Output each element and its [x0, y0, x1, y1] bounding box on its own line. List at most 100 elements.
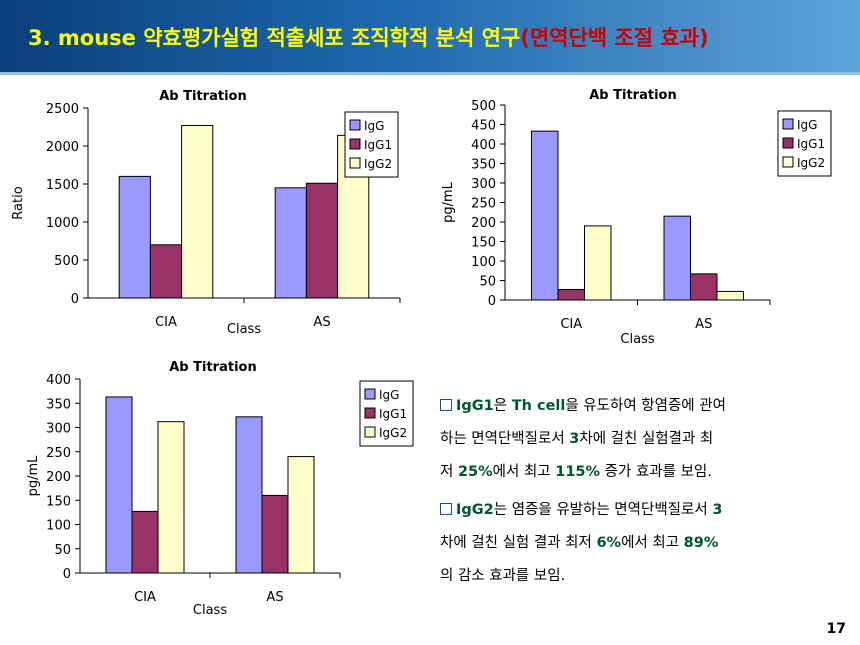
y-tick-label: 50 — [479, 275, 496, 290]
legend-label: IgG — [379, 388, 399, 402]
slide-title-paren: (면역단백 조절 효과) — [520, 26, 709, 50]
bullet-line: 하는 면역단백질로서 3차에 걸친 실험결과 최 — [440, 423, 840, 456]
y-tick-label: 200 — [46, 470, 71, 485]
bullet-highlight: 89% — [683, 535, 719, 551]
legend-label: IgG1 — [797, 137, 825, 151]
bullet-text: 을 유도하여 항염증에 관여 — [565, 398, 726, 414]
chart-svg: Ab Titration 0 50 100 150 200 250 300 350 400 450 5… — [441, 88, 832, 347]
bullet-highlight: 3 — [712, 502, 723, 518]
y-tick-label: 300 — [471, 177, 496, 192]
chart-title: Ab Titration — [169, 360, 256, 375]
chart-svg: Ab Titration 0 50 100 150 200 250 300 350 400 CIA A… — [26, 360, 414, 618]
y-tick-label: 0 — [63, 567, 71, 582]
x-category-label: CIA — [560, 317, 582, 332]
bullet-highlight: IgG1 — [456, 398, 494, 414]
bar-igg2-cia — [157, 421, 185, 574]
title-bar — [0, 0, 860, 72]
bullet-text: 는 염증을 유발하는 면역단백질로서 — [493, 502, 713, 518]
bar-igg2-as — [287, 456, 315, 574]
y-tick-label: 2000 — [46, 140, 79, 155]
bar-igg1-cia — [131, 510, 159, 574]
y-tick-label: 150 — [46, 494, 71, 509]
bar-igg-cia — [118, 175, 151, 299]
bar-igg-as — [274, 187, 307, 299]
bar-igg2-cia — [181, 124, 214, 299]
legend-swatch-igg — [782, 118, 794, 130]
legend-swatch-igg2 — [782, 156, 794, 168]
x-axis-label: Class — [620, 332, 654, 347]
y-tick-label: 450 — [471, 119, 496, 134]
y-tick-label: 400 — [471, 138, 496, 153]
bullet-text: 은 — [493, 398, 512, 414]
y-tick-label: 500 — [471, 99, 496, 114]
legend-label: IgG — [364, 119, 384, 133]
bullet-highlight: Th cell — [511, 398, 566, 414]
bar-igg2-cia — [584, 225, 612, 301]
legend-label: IgG2 — [379, 426, 407, 440]
x-axis-label: Class — [193, 603, 227, 618]
legend-swatch-igg2 — [364, 426, 376, 438]
chart-title: Ab Titration — [159, 89, 246, 104]
bullet-line: 차에 걸친 실험 결과 최저 6%에서 최고 89% — [440, 527, 840, 560]
bar-igg1-as — [261, 494, 289, 574]
bar-igg-cia — [531, 130, 559, 301]
legend-swatch-igg — [364, 388, 376, 400]
bullet-line: IgG1은 Th cell을 유도하여 항염증에 관여 — [440, 390, 840, 423]
y-tick-label: 350 — [46, 397, 71, 412]
y-tick-label: 250 — [46, 446, 71, 461]
y-axis-label: pg/mL — [441, 181, 456, 223]
legend-label: IgG1 — [379, 407, 407, 421]
bullet-text: 차에 걸친 실험결과 최 — [579, 431, 714, 447]
bullet-line: IgG2는 염증을 유발하는 면역단백질로서 3 — [440, 494, 840, 527]
y-tick-label: 250 — [471, 197, 496, 212]
title-underline — [0, 72, 860, 75]
legend-label: IgG — [797, 118, 817, 132]
y-tick-label: 200 — [471, 216, 496, 231]
y-tick-label: 1500 — [46, 178, 79, 193]
bar-igg2-as — [716, 290, 744, 301]
bar-igg1-as — [305, 182, 339, 299]
x-category-label: AS — [266, 590, 283, 605]
legend-swatch-igg2 — [349, 157, 361, 169]
chart-ratio: Ab Titration 0 500 1000 1500 2000 2500 CIA AS Cla… — [0, 78, 420, 348]
bullet-text: 에서 최고 — [621, 535, 684, 551]
bullet-text: 증가 효과를 보임. — [600, 464, 712, 480]
page-number: 17 — [826, 621, 846, 637]
x-axis-label: Class — [227, 322, 261, 337]
y-tick-label: 500 — [54, 254, 79, 269]
bullet-text: 에서 최고 — [492, 464, 556, 480]
y-axis-label: Ratio — [11, 186, 26, 219]
x-category-label: AS — [313, 315, 330, 330]
legend-swatch-igg1 — [349, 138, 361, 150]
bullet-line: 의 감소 효과를 보임. — [440, 560, 840, 593]
chart-pgml-2: Ab Titration 0 50 100 150 200 250 300 350 400 CIA A… — [0, 352, 425, 627]
bullet-highlight: IgG2 — [456, 502, 494, 518]
y-tick-label: 0 — [71, 292, 79, 307]
y-tick-label: 2500 — [46, 102, 79, 117]
y-tick-label: 50 — [54, 543, 71, 558]
y-tick-label: 0 — [488, 294, 496, 309]
bar-igg-cia — [105, 396, 133, 574]
bar-igg-as — [235, 416, 263, 574]
x-category-label: AS — [695, 317, 712, 332]
y-axis-label: pg/mL — [26, 455, 41, 497]
y-tick-label: 1000 — [46, 216, 79, 231]
bar-igg-as — [663, 215, 691, 301]
bullet-item: IgG2는 염증을 유발하는 면역단백질로서 3 차에 걸친 실험 결과 최저 6… — [440, 494, 840, 593]
bullet-text: 차에 걸친 실험 결과 최저 — [440, 535, 597, 551]
legend-label: IgG1 — [364, 138, 392, 152]
bar-igg1-as — [690, 273, 718, 301]
legend-swatch-igg1 — [364, 407, 376, 419]
square-bullet-icon — [440, 399, 452, 411]
bullet-text: 의 감소 효과를 보임. — [440, 568, 566, 584]
y-tick-label: 300 — [46, 422, 71, 437]
bar-igg1-cia — [557, 288, 585, 301]
y-tick-label: 350 — [471, 158, 496, 173]
chart-svg: Ab Titration 0 500 1000 1500 2000 2500 CIA AS Cla… — [11, 89, 401, 337]
bar-igg1-cia — [149, 244, 183, 299]
bullet-list: IgG1은 Th cell을 유도하여 항염증에 관여 하는 면역단백질로서 3차… — [440, 390, 840, 598]
chart-title: Ab Titration — [589, 88, 676, 103]
square-bullet-icon — [440, 503, 452, 515]
bullet-highlight: 25% — [457, 464, 493, 480]
legend-swatch-igg — [349, 119, 361, 131]
